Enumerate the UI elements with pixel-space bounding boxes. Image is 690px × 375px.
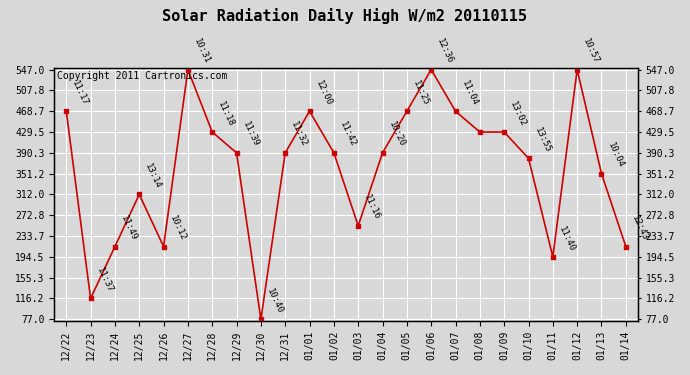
Text: 11:17: 11:17 [70,79,90,107]
Text: 11:25: 11:25 [411,79,431,107]
Text: 11:42: 11:42 [338,120,357,149]
Text: 12:00: 12:00 [314,79,333,107]
Text: 10:57: 10:57 [582,37,601,65]
Text: 12:36: 12:36 [435,37,455,65]
Text: 13:14: 13:14 [144,162,163,190]
Text: 10:31: 10:31 [192,37,212,65]
Text: 13:55: 13:55 [533,126,552,154]
Text: 13:02: 13:02 [509,100,528,128]
Text: 12:43: 12:43 [630,214,649,242]
Text: 10:12: 10:12 [168,214,187,242]
Text: 11:32: 11:32 [289,120,309,149]
Text: 11:18: 11:18 [217,100,236,128]
Text: 10:40: 10:40 [265,287,284,315]
Text: 11:49: 11:49 [119,214,139,242]
Text: 11:37: 11:37 [95,266,115,294]
Text: 10:20: 10:20 [386,120,406,149]
Text: 11:39: 11:39 [241,120,260,149]
Text: 11:04: 11:04 [460,79,479,107]
Text: 10:04: 10:04 [606,141,625,170]
Text: 11:16: 11:16 [362,194,382,222]
Text: Solar Radiation Daily High W/m2 20110115: Solar Radiation Daily High W/m2 20110115 [163,8,527,24]
Text: Copyright 2011 Cartronics.com: Copyright 2011 Cartronics.com [57,70,228,81]
Text: 11:40: 11:40 [557,225,577,253]
